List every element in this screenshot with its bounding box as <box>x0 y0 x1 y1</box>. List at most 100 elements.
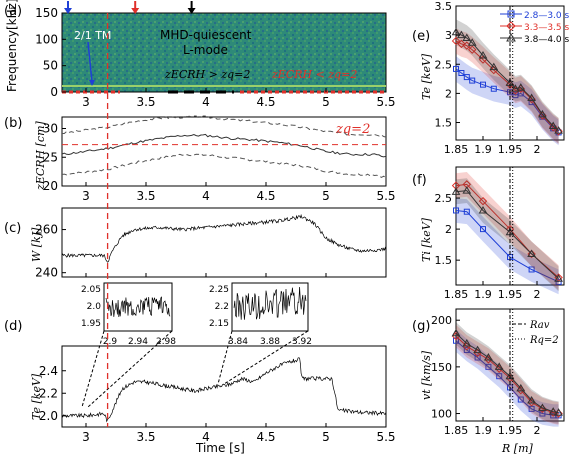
marker-triangle <box>489 62 499 71</box>
band-blue <box>456 56 559 146</box>
y-tick-label: 2.4 <box>39 364 58 378</box>
panel-letter-e: (e) <box>412 29 430 44</box>
y-tick-label: 100 <box>35 32 58 46</box>
marker-triangle <box>478 205 488 214</box>
inset-y-tick: 2.0 <box>87 302 102 312</box>
inset-x-tick: 2.98 <box>156 337 176 347</box>
time-arrowhead-2 <box>131 8 140 14</box>
y-tick-label: 1.5 <box>435 117 453 130</box>
marker-triangle <box>451 187 461 195</box>
inset-x-tick: 3.92 <box>292 337 312 347</box>
inset-y-tick: 2.2 <box>215 302 229 312</box>
marker-square <box>463 74 470 81</box>
marker-triangle <box>554 408 563 416</box>
x-tick-label: 1.95 <box>498 143 523 156</box>
marker-square <box>453 65 459 72</box>
legend-e: 2.8—3.0 s 3.3—3.5 s 3.8—4.0 s <box>500 10 569 45</box>
x-tick-label: 5 <box>322 189 330 203</box>
marker-square <box>458 70 465 76</box>
x-tick-label: 1.95 <box>498 288 523 301</box>
marker-square <box>480 81 486 88</box>
y-tick-label: 3.5 <box>435 0 453 13</box>
x-tick-label: 4 <box>202 95 210 109</box>
x-tick-label: 2 <box>534 424 541 437</box>
marker-triangle <box>538 109 547 118</box>
marker-diamond <box>554 127 563 136</box>
mode-pointer-arrowhead <box>89 80 95 86</box>
marker-diamond <box>467 45 477 54</box>
y-tick-label: 240 <box>35 266 58 280</box>
marker-square <box>485 363 492 370</box>
y-tick-label: 260 <box>35 223 58 237</box>
y-tick-label: 20 <box>43 179 58 193</box>
marker-triangle <box>516 83 526 91</box>
marker-square <box>463 347 470 354</box>
x-tick-label: 5.5 <box>376 95 395 109</box>
marker-triangle <box>554 274 563 282</box>
x-tick-label: 1.9 <box>474 288 492 301</box>
spectrogram-panel <box>61 12 387 93</box>
x-tick-label: 4.5 <box>256 95 275 109</box>
regime-label-1: MHD-quiescent <box>160 28 252 42</box>
marker-square <box>517 90 524 97</box>
condition-above-label: zECRH > zq=2 <box>164 68 250 81</box>
x-tick-label: 3.5 <box>136 189 155 203</box>
time-marker-arrows <box>64 1 196 14</box>
inset-y-tick: 2.15 <box>209 319 229 329</box>
regime-label-2: L-mode <box>183 43 228 57</box>
electron-temperature-axes <box>61 345 387 428</box>
ylabel-g: vt [km/s] <box>420 350 433 400</box>
ylabel-c: W [kJ] <box>30 227 43 262</box>
marker-diamond <box>478 196 488 206</box>
x-tick-label: 1.85 <box>444 424 469 437</box>
marker-triangle <box>554 126 563 134</box>
inset-1-connector-right <box>87 330 173 408</box>
marker-square <box>474 354 481 361</box>
marker-diamond <box>527 249 536 259</box>
marker-square <box>496 373 503 380</box>
band-blue <box>456 198 559 295</box>
marker-triangle <box>548 121 558 130</box>
series-line-blue <box>455 210 559 283</box>
marker-triangle <box>451 328 461 337</box>
y-tick-label: 100 <box>431 408 452 421</box>
marker-diamond <box>451 36 461 46</box>
marker-triangle <box>516 383 526 392</box>
marker-triangle <box>478 51 488 59</box>
band-dark <box>456 19 559 144</box>
y-tick-label: 150 <box>35 6 58 20</box>
y-tick-label: 150 <box>431 361 452 374</box>
marker-triangle <box>548 407 558 415</box>
marker-square <box>463 208 470 215</box>
inset-2-frame <box>231 282 309 332</box>
panel-letter-c: (c) <box>4 221 21 236</box>
y-tick-label: 2.2 <box>39 386 58 400</box>
marker-triangle <box>494 362 504 370</box>
marker-triangle <box>527 249 536 257</box>
zq2-label: zq=2 <box>335 122 370 137</box>
marker-triangle <box>473 345 482 354</box>
y-tick-label: 2.5 <box>435 58 453 71</box>
y-tick-label: 1.5 <box>435 254 453 267</box>
marker-square <box>517 396 524 403</box>
marker-square <box>453 337 459 344</box>
mode-label: 2/1 TM <box>74 29 111 42</box>
x-tick-label: 1.9 <box>474 143 492 156</box>
zecrh-upper-bound <box>62 115 387 138</box>
stored-energy-axes <box>61 207 387 278</box>
zecrh-axes <box>61 116 387 187</box>
y-tick-label: 200 <box>431 314 452 327</box>
panel-letter-d: (d) <box>4 319 22 334</box>
legend-g: Rav Rq=2 <box>512 320 559 346</box>
inset-y-tick: 1.95 <box>81 319 101 329</box>
marker-triangle <box>511 84 520 92</box>
x-tick-label: 3.5 <box>136 430 155 444</box>
marker-square <box>453 207 459 214</box>
xlabel-time: Time [s] <box>195 441 245 455</box>
inset-2-trace <box>233 286 307 320</box>
mode-pointer-arrow <box>87 41 93 83</box>
y-tick-label: 2 <box>445 87 452 100</box>
x-tick-label: 3 <box>82 430 90 444</box>
x-tick-label: 4 <box>202 189 210 203</box>
electron-temperature-trace <box>61 357 387 423</box>
